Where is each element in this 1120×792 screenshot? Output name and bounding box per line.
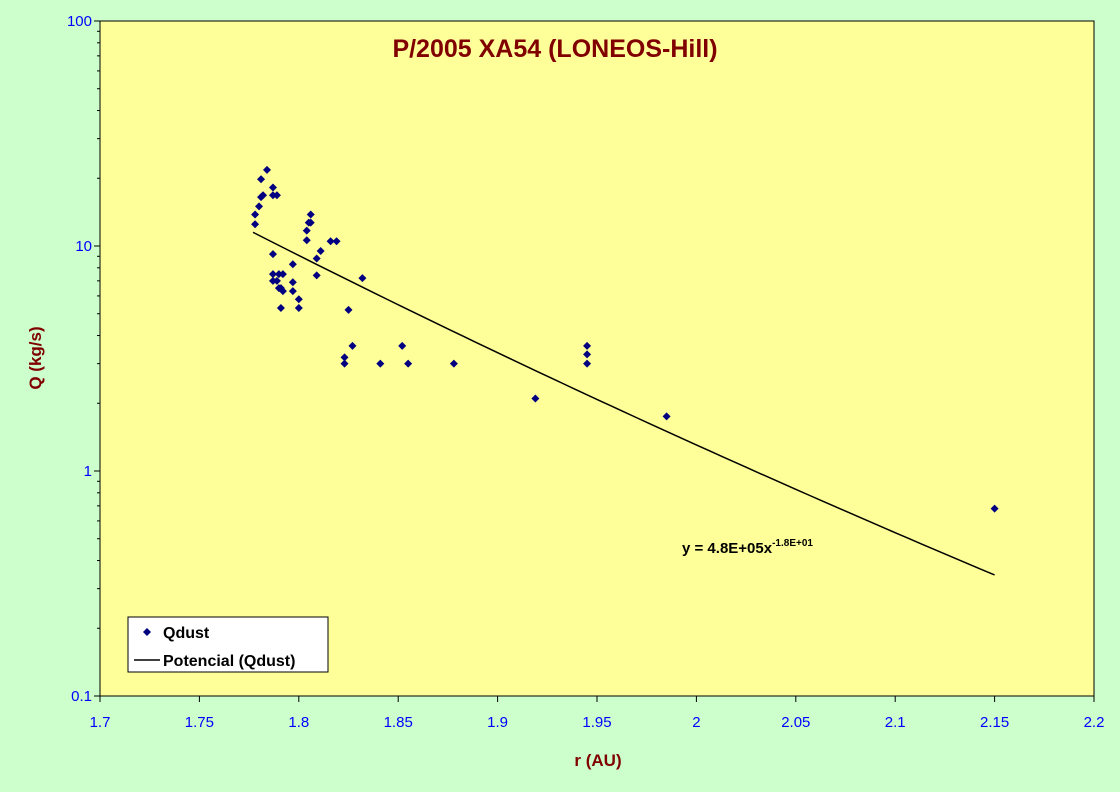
data-point [398,341,407,350]
data-point [340,359,349,368]
data-point [268,250,277,259]
plot-layer [251,165,999,576]
legend-label-qdust: Qdust [163,625,210,642]
y-tick-label: 0.1 [71,688,92,705]
legend-box [127,616,329,673]
data-point [251,210,260,219]
data-point [358,274,367,283]
x-tick-label: 2.2 [1084,714,1105,731]
data-point [990,504,999,513]
y-tick-label: 1 [84,463,92,480]
data-point [251,220,260,229]
data-point [288,278,297,287]
x-tick-label: 2.15 [980,714,1009,731]
data-point [268,183,277,192]
data-point [276,304,285,313]
x-tick-label: 1.7 [90,714,111,731]
data-point [278,287,287,296]
data-point [583,350,592,359]
plot-area [99,20,1095,697]
data-point [340,353,349,362]
data-point [257,175,266,184]
data-point [294,304,303,313]
x-tick-label: 1.8 [288,714,309,731]
y-axis-title: Q (kg/s) [26,326,45,389]
data-point [449,359,458,368]
data-point [302,226,311,235]
data-point [268,270,277,279]
x-axis-title: r (AU) [574,751,621,770]
data-point [288,287,297,296]
data-point [326,237,335,246]
data-point [583,359,592,368]
data-point [288,260,297,269]
x-tick-label: 1.9 [487,714,508,731]
y-tick-label: 100 [67,13,92,30]
data-point [344,305,353,314]
legend: Qdust Potencial (Qdust) [127,616,329,673]
data-point [278,270,287,279]
equation-main: y = 4.8E+05x [682,540,773,557]
data-point [302,236,311,245]
x-tick-label: 2.05 [781,714,810,731]
legend-marker-qdust [143,628,151,636]
data-point [376,359,385,368]
equation-exponent: -1.8E+01 [772,538,813,549]
data-point [272,191,281,200]
data-point [255,202,264,211]
trend-line [252,231,995,576]
data-point [272,276,281,285]
data-point [316,247,325,256]
data-point [332,237,341,246]
x-tick-label: 1.85 [384,714,413,731]
data-point [306,210,315,219]
data-point [348,341,357,350]
data-point [583,341,592,350]
axis-layer: 1.7 1.75 1.8 1.85 1.9 1.95 2 2.05 2.1 2.15 2.2 0.1 1… [67,13,1104,731]
legend-label-trend: Potencial (Qdust) [163,653,295,670]
x-tick-label: 2 [692,714,700,731]
x-tick-label: 2.1 [885,714,906,731]
data-point [294,295,303,304]
trendline-equation: y = 4.8E+05x-1.8E+01 [682,538,813,557]
y-tick-label: 10 [75,238,92,255]
x-tick-label: 1.95 [582,714,611,731]
data-point [259,191,268,200]
chart-title: P/2005 XA54 (LONEOS-Hill) [392,35,717,63]
data-point [312,271,321,280]
data-point [306,218,315,227]
data-point [262,165,271,174]
data-point [662,412,671,421]
data-point [531,394,540,403]
x-tick-label: 1.75 [185,714,214,731]
data-point [404,359,413,368]
data-point [312,254,321,263]
